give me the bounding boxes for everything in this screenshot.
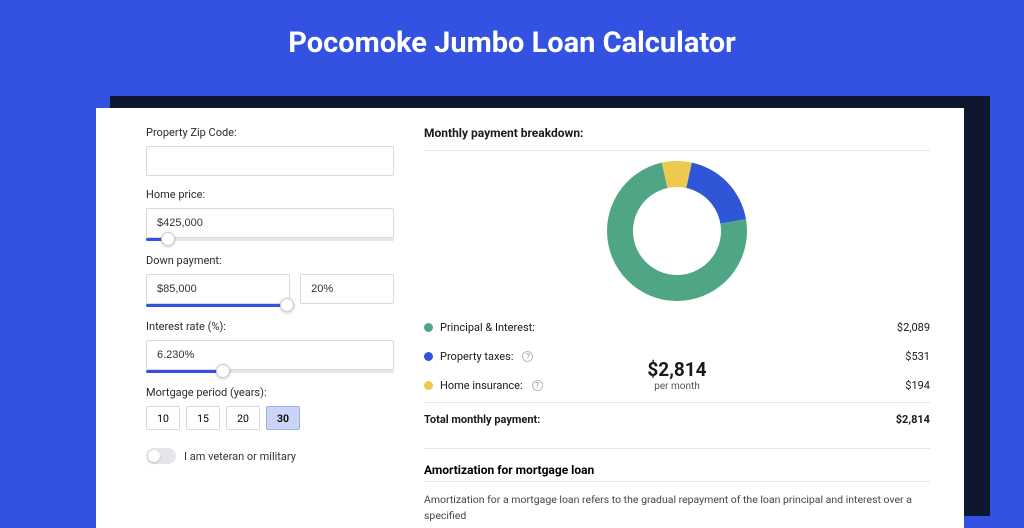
donut-amount: $2,814 <box>647 358 706 381</box>
divider <box>424 481 930 482</box>
legend-value: $2,089 <box>897 321 930 334</box>
mortgage-period-options: 10152030 <box>146 406 394 430</box>
home-price-label: Home price: <box>146 188 394 201</box>
info-icon[interactable]: ? <box>522 351 533 362</box>
info-icon[interactable]: ? <box>532 380 543 391</box>
down-payment-input[interactable] <box>146 274 290 304</box>
interest-rate-input[interactable] <box>146 340 394 370</box>
breakdown-heading: Monthly payment breakdown: <box>424 126 930 146</box>
donut-slice-property-taxes <box>686 163 746 224</box>
interest-rate-label: Interest rate (%): <box>146 320 394 333</box>
veteran-toggle[interactable] <box>146 448 176 464</box>
period-option-20[interactable]: 20 <box>226 406 260 430</box>
legend-dot <box>424 381 433 390</box>
period-option-15[interactable]: 15 <box>186 406 220 430</box>
mortgage-period-label: Mortgage period (years): <box>146 386 394 399</box>
divider <box>424 150 930 151</box>
legend-value: $194 <box>905 379 930 392</box>
legend-label: Home insurance: <box>440 379 523 392</box>
donut-sublabel: per month <box>654 381 700 392</box>
divider <box>424 448 930 449</box>
form-column: Property Zip Code: Home price: Down paym… <box>146 126 394 528</box>
page-title: Pocomoke Jumbo Loan Calculator <box>0 0 1024 80</box>
home-price-slider[interactable] <box>146 238 394 242</box>
amortization-text: Amortization for a mortgage loan refers … <box>424 492 930 524</box>
donut-chart: $2,814 per month <box>424 161 930 301</box>
veteran-label: I am veteran or military <box>184 450 296 463</box>
breakdown-column: Monthly payment breakdown: $2,814 per mo… <box>424 126 930 528</box>
legend-label: Principal & Interest: <box>440 321 535 334</box>
zip-input[interactable] <box>146 146 394 176</box>
down-payment-slider[interactable] <box>146 304 295 308</box>
total-label: Total monthly payment: <box>424 413 540 426</box>
legend-dot <box>424 323 433 332</box>
down-payment-pct-input[interactable] <box>300 274 394 304</box>
legend-dot <box>424 352 433 361</box>
zip-label: Property Zip Code: <box>146 126 394 139</box>
legend-value: $531 <box>905 350 930 363</box>
period-option-10[interactable]: 10 <box>146 406 180 430</box>
legend-label: Property taxes: <box>440 350 513 363</box>
period-option-30[interactable]: 30 <box>266 406 300 430</box>
total-value: $2,814 <box>896 413 930 426</box>
calculator-card: Property Zip Code: Home price: Down paym… <box>96 108 964 528</box>
amortization-heading: Amortization for mortgage loan <box>424 463 930 477</box>
home-price-input[interactable] <box>146 208 394 238</box>
interest-rate-slider[interactable] <box>146 370 394 374</box>
down-payment-label: Down payment: <box>146 254 394 267</box>
